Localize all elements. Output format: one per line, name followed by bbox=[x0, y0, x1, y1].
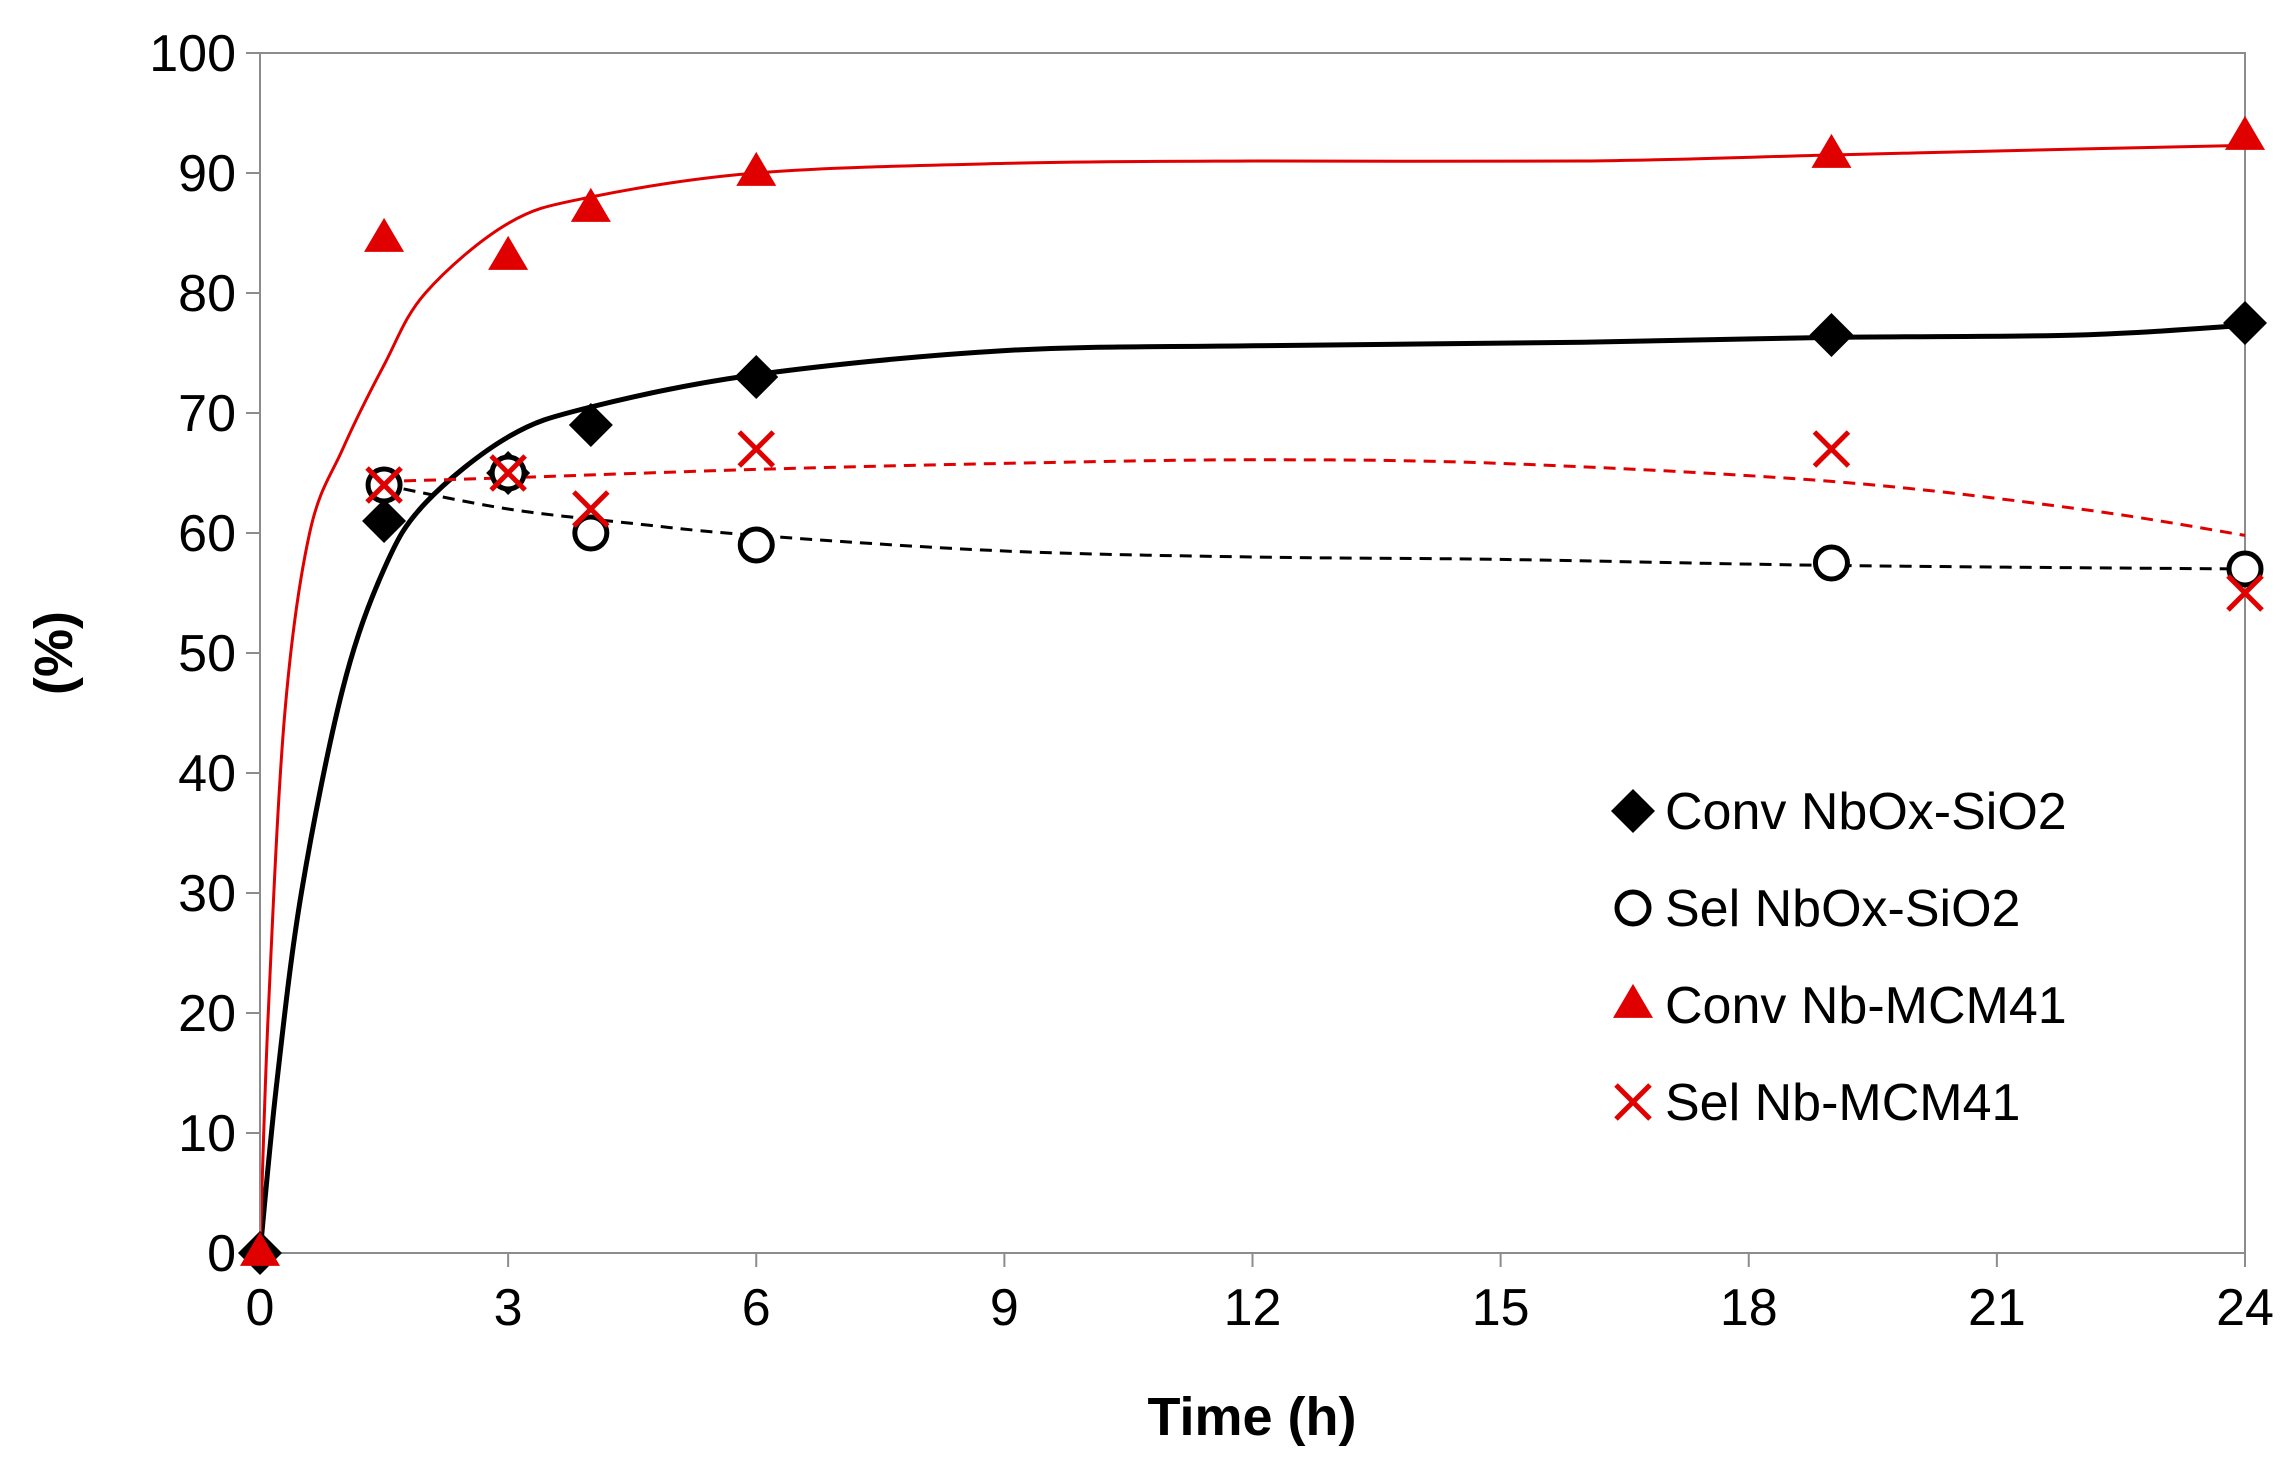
x-tick-label: 24 bbox=[2216, 1279, 2274, 1337]
data-point-diamond bbox=[2223, 301, 2267, 345]
data-point-x bbox=[737, 430, 776, 468]
data-point-triangle bbox=[570, 187, 611, 222]
x-axis-title: Time (h) bbox=[1147, 1387, 1356, 1447]
y-tick-label: 90 bbox=[178, 145, 236, 203]
x-tick-label: 21 bbox=[1968, 1279, 2026, 1337]
data-point-x bbox=[1812, 430, 1851, 468]
x-tick-label: 6 bbox=[742, 1279, 771, 1337]
y-tick-label: 50 bbox=[178, 625, 236, 683]
legend-label: Sel Nb-MCM41 bbox=[1665, 1074, 2020, 1132]
data-point-x bbox=[365, 466, 403, 504]
trend-line-3 bbox=[258, 143, 2246, 1254]
y-tick-label: 30 bbox=[178, 865, 236, 923]
data-point-triangle bbox=[488, 235, 529, 270]
data-point-diamond bbox=[568, 403, 613, 447]
legend-marker-triangle bbox=[1613, 983, 1653, 1018]
axes: 0 10 20 30 40 50 60 70 80 90 100 0 3 6 9 12 15 18 21 24 bbox=[149, 25, 2274, 1337]
data-point-triangle bbox=[2225, 115, 2265, 150]
x-tick-label: 0 bbox=[246, 1279, 275, 1337]
data-point-x bbox=[489, 454, 527, 492]
legend-label: Sel NbOx-SiO2 bbox=[1665, 880, 2020, 938]
x-tick-label: 3 bbox=[494, 1279, 523, 1337]
data-point-triangle bbox=[240, 1231, 280, 1266]
data-markers bbox=[238, 115, 2267, 1275]
data-point-circle bbox=[737, 526, 775, 564]
data-point-circle bbox=[2226, 550, 2264, 588]
data-point-circle bbox=[1812, 544, 1850, 582]
y-tick-label: 10 bbox=[178, 1105, 236, 1163]
y-tick-label: 60 bbox=[178, 505, 236, 563]
data-point-x bbox=[2226, 574, 2264, 612]
x-tick-label: 18 bbox=[1720, 1279, 1778, 1337]
y-tick-label: 0 bbox=[207, 1225, 236, 1283]
plot-area bbox=[259, 52, 2246, 1254]
data-point-x bbox=[572, 490, 610, 528]
trend-line-1 bbox=[257, 322, 2246, 1254]
trend-line-2 bbox=[383, 483, 2246, 571]
data-point-circle bbox=[572, 514, 610, 552]
y-tick-label: 40 bbox=[178, 745, 236, 803]
x-tick-label: 15 bbox=[1472, 1279, 1530, 1337]
y-tick-label: 100 bbox=[149, 25, 236, 83]
data-point-triangle bbox=[364, 217, 405, 252]
y-tick-label: 20 bbox=[178, 985, 236, 1043]
x-tick-label: 12 bbox=[1224, 1279, 1282, 1337]
trend-line-4 bbox=[384, 458, 2246, 537]
legend-marker-diamond bbox=[1611, 789, 1655, 833]
data-point-diamond bbox=[362, 499, 407, 543]
legend-label: Conv Nb-MCM41 bbox=[1665, 977, 2067, 1035]
x-tick-label: 9 bbox=[990, 1279, 1019, 1337]
y-tick-label: 70 bbox=[178, 385, 236, 443]
legend: Conv NbOx-SiO2 Sel NbOx-SiO2 Conv Nb-MCM41… bbox=[1611, 783, 2067, 1132]
data-point-diamond bbox=[1809, 313, 1854, 357]
data-point-triangle bbox=[1811, 133, 1852, 168]
legend-marker-x bbox=[1614, 1083, 1652, 1121]
y-tick-label: 80 bbox=[178, 265, 236, 323]
y-axis-title: (%) bbox=[24, 611, 84, 695]
data-point-triangle bbox=[736, 151, 777, 186]
legend-marker-circle bbox=[1614, 889, 1652, 927]
data-point-diamond bbox=[734, 355, 779, 399]
legend-label: Conv NbOx-SiO2 bbox=[1665, 783, 2067, 841]
